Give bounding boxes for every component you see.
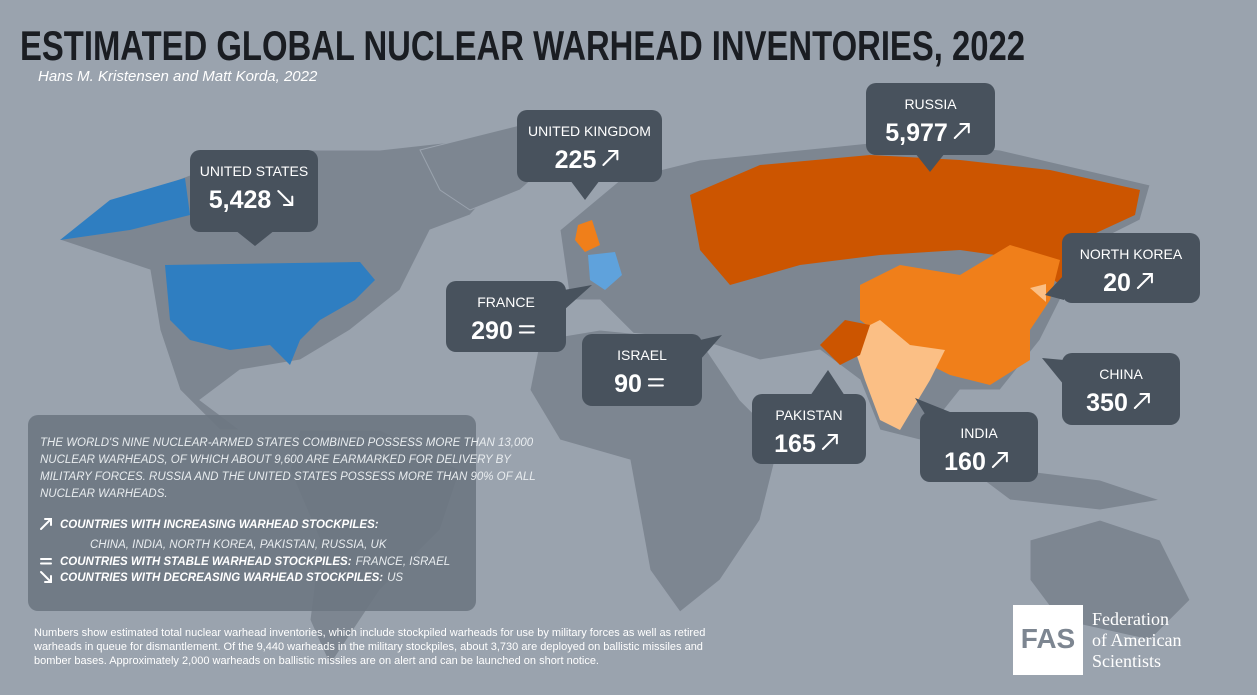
callout-count: 160 [944, 448, 986, 476]
logo-text: of American [1092, 630, 1181, 650]
logo-text: Federation [1092, 609, 1169, 629]
callout-pointer [915, 153, 945, 172]
logo-box [1013, 605, 1083, 675]
legend-countries: CHINA, INDIA, NORTH KOREA, PAKISTAN, RUS… [90, 539, 388, 551]
legend-countries: FRANCE, ISRAEL [356, 556, 451, 568]
callout-pointer [810, 370, 845, 396]
legend-label: COUNTRIES WITH STABLE WARHEAD STOCKPILES… [60, 556, 352, 568]
legend-countries: US [387, 572, 403, 584]
callout-pointer [915, 398, 955, 414]
callout: UNITED STATES 5,428 [190, 150, 318, 246]
source: Hans M. Kristensen and Matt Korda, 2022 [38, 68, 318, 85]
callout-count: 5,977 [885, 119, 948, 147]
callout-name: ISRAEL [617, 347, 667, 363]
trend-icon [518, 325, 535, 334]
callout: NORTH KOREA 20 [1045, 233, 1200, 303]
arrow [40, 571, 52, 583]
callout-pointer [235, 230, 275, 246]
info-text: MILITARY FORCES. RUSSIA AND THE UNITED S… [40, 471, 536, 483]
legend-label: COUNTRIES WITH INCREASING WARHEAD STOCKP… [60, 519, 379, 531]
callout-count: 290 [471, 317, 513, 345]
alaska-shape [60, 178, 190, 240]
footnote: warheads in queue for dismantlement. Of … [33, 641, 703, 653]
united-states-shape [165, 262, 375, 365]
callout-name: RUSSIA [904, 96, 957, 112]
callout: ISRAEL 90 [582, 334, 722, 406]
arrow [277, 190, 294, 206]
equals [40, 558, 52, 565]
callout: INDIA 160 [915, 398, 1038, 482]
title: ESTIMATED GLOBAL NUCLEAR WARHEAD INVENTO… [20, 22, 1025, 69]
trend-icon [40, 518, 52, 530]
trend-icon [991, 452, 1008, 468]
callout-box [582, 334, 702, 406]
callout-count: 90 [614, 370, 642, 398]
arrow [953, 123, 970, 139]
callout-box [1062, 353, 1180, 425]
trend-icon [40, 558, 52, 565]
arrow [821, 434, 838, 450]
logo-text: Scientists [1092, 651, 1161, 671]
callout: CHINA 350 [1042, 353, 1180, 425]
callout-box [517, 110, 662, 182]
callout-name: NORTH KOREA [1080, 246, 1183, 262]
arrow [1136, 273, 1153, 289]
north-korea-shape [1030, 284, 1046, 302]
trend-icon [647, 378, 664, 387]
arrow [1133, 393, 1150, 409]
callout-name: CHINA [1099, 366, 1143, 382]
legend-label: COUNTRIES WITH DECREASING WARHEAD STOCKP… [60, 572, 383, 584]
trend-icon [602, 150, 619, 166]
callout-count: 20 [1103, 269, 1131, 297]
callout: RUSSIA 5,977 [866, 83, 995, 172]
callout-count: 350 [1086, 389, 1128, 417]
trend-icon [953, 123, 970, 139]
trend-icon [821, 434, 838, 450]
trend-icon [1136, 273, 1153, 289]
callout-pointer [1042, 358, 1064, 385]
trend-icon [40, 571, 52, 583]
callout-box [446, 281, 566, 352]
callout-pointer [564, 285, 592, 310]
callout-box [1062, 233, 1200, 303]
callout-box [190, 150, 318, 232]
callout-pointer [570, 180, 600, 200]
pakistan-shape [820, 320, 870, 365]
callout-box [920, 412, 1038, 482]
footnote: bomber bases. Approximately 2,000 warhea… [34, 655, 599, 667]
callout-box [752, 394, 866, 464]
info-text: NUCLEAR WARHEADS. [40, 488, 168, 500]
highlighted-countries [60, 155, 1140, 430]
trend-icon [1133, 393, 1150, 409]
callout: FRANCE 290 [446, 281, 592, 352]
france-shape [588, 252, 622, 290]
footnote: Numbers show estimated total nuclear war… [34, 627, 705, 639]
callout-name: FRANCE [477, 294, 535, 310]
callout-name: INDIA [960, 425, 998, 441]
arrow [40, 518, 52, 530]
equals [518, 325, 535, 334]
callout: PAKISTAN 165 [752, 370, 866, 464]
equals [647, 378, 664, 387]
callout-count: 165 [774, 430, 816, 458]
callout-count: 5,428 [209, 186, 272, 214]
callout: UNITED KINGDOM 225 [517, 110, 662, 200]
trend-icon [277, 190, 294, 206]
callout-pointer [1045, 275, 1064, 300]
arrow [602, 150, 619, 166]
callout-name: UNITED STATES [200, 163, 308, 179]
callout-count: 225 [555, 146, 597, 174]
arrow [991, 452, 1008, 468]
callout-pointer [700, 335, 722, 360]
uk-shape [575, 220, 600, 252]
logo-mark: FAS [1021, 623, 1075, 654]
info-text: NUCLEAR WARHEADS, OF WHICH ABOUT 9,600 A… [40, 454, 512, 466]
info-text: THE WORLD'S NINE NUCLEAR-ARMED STATES CO… [40, 437, 534, 449]
callout-name: UNITED KINGDOM [528, 123, 651, 139]
callout-box [866, 83, 995, 155]
callout-name: PAKISTAN [775, 407, 842, 423]
info-box [28, 415, 476, 611]
india-shape [850, 320, 945, 430]
